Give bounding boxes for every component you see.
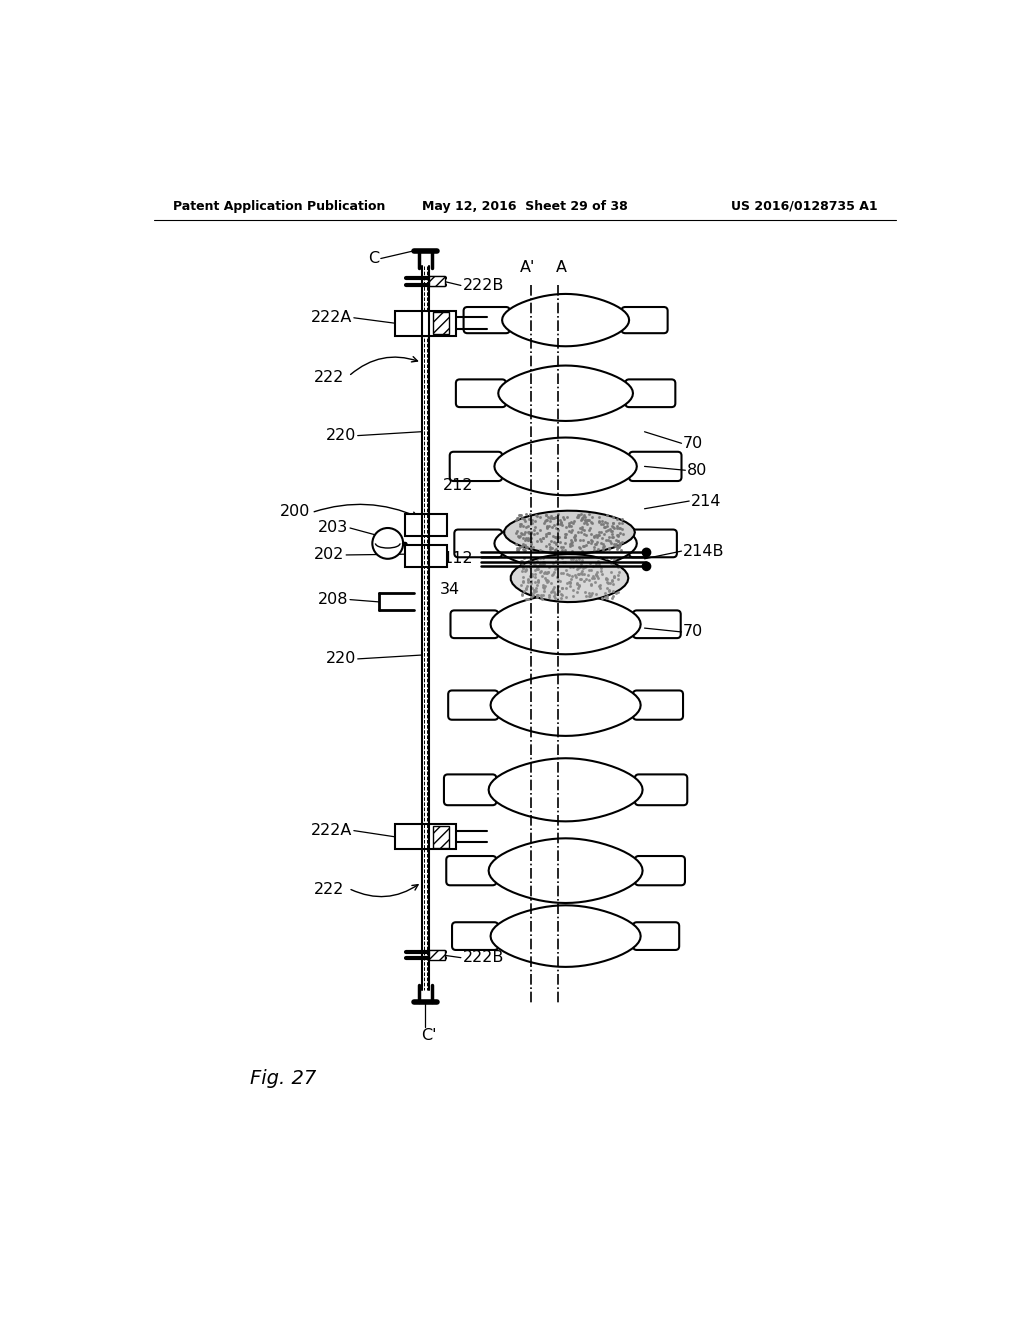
Polygon shape <box>502 294 629 346</box>
FancyBboxPatch shape <box>444 775 497 805</box>
Polygon shape <box>504 511 635 554</box>
FancyBboxPatch shape <box>622 308 668 333</box>
Text: 202: 202 <box>314 548 345 562</box>
Circle shape <box>373 528 403 558</box>
Text: 212: 212 <box>442 478 473 494</box>
FancyBboxPatch shape <box>633 923 679 950</box>
Text: 80: 80 <box>687 463 708 478</box>
Text: A': A' <box>519 260 535 276</box>
Text: 220: 220 <box>326 651 356 667</box>
Circle shape <box>643 562 650 570</box>
Polygon shape <box>490 675 641 737</box>
Polygon shape <box>488 838 643 903</box>
FancyBboxPatch shape <box>449 690 499 719</box>
Text: 222B: 222B <box>463 279 504 293</box>
Text: 200: 200 <box>280 503 310 519</box>
Polygon shape <box>499 366 633 421</box>
Bar <box>394 825 457 849</box>
FancyBboxPatch shape <box>455 529 502 557</box>
Polygon shape <box>495 437 637 495</box>
FancyBboxPatch shape <box>626 379 676 407</box>
Bar <box>404 545 447 566</box>
FancyBboxPatch shape <box>456 379 506 407</box>
Bar <box>394 312 457 335</box>
Text: 214B: 214B <box>683 544 725 558</box>
FancyBboxPatch shape <box>635 775 687 805</box>
Text: 222: 222 <box>314 882 345 898</box>
Text: 214: 214 <box>691 494 721 508</box>
FancyBboxPatch shape <box>629 451 682 480</box>
Polygon shape <box>495 516 637 570</box>
FancyBboxPatch shape <box>451 610 499 638</box>
Bar <box>433 826 449 847</box>
Bar <box>404 515 447 536</box>
Text: 70: 70 <box>683 436 703 451</box>
Polygon shape <box>511 554 629 602</box>
Text: US 2016/0128735 A1: US 2016/0128735 A1 <box>731 199 878 213</box>
Text: A: A <box>556 260 567 276</box>
Text: C': C' <box>422 1028 437 1044</box>
FancyBboxPatch shape <box>450 451 502 480</box>
Text: 220: 220 <box>326 428 356 444</box>
FancyBboxPatch shape <box>629 529 677 557</box>
Polygon shape <box>490 906 641 966</box>
Text: 203: 203 <box>318 520 348 536</box>
Bar <box>433 313 449 334</box>
Text: C: C <box>369 251 379 267</box>
FancyBboxPatch shape <box>446 855 497 886</box>
Text: 222A: 222A <box>311 824 352 838</box>
Text: 222B: 222B <box>463 950 504 965</box>
Text: 70: 70 <box>683 624 703 639</box>
Text: Patent Application Publication: Patent Application Publication <box>173 199 385 213</box>
Text: 34: 34 <box>439 582 460 597</box>
Text: 222A: 222A <box>311 310 352 325</box>
Bar <box>429 276 444 286</box>
Circle shape <box>643 549 650 556</box>
FancyBboxPatch shape <box>452 923 499 950</box>
FancyBboxPatch shape <box>464 308 510 333</box>
FancyBboxPatch shape <box>633 610 681 638</box>
Text: 222: 222 <box>314 371 345 385</box>
Text: 208: 208 <box>318 593 348 607</box>
Text: 112: 112 <box>442 552 473 566</box>
Bar <box>429 950 444 960</box>
Polygon shape <box>490 594 641 655</box>
FancyBboxPatch shape <box>635 855 685 886</box>
Text: May 12, 2016  Sheet 29 of 38: May 12, 2016 Sheet 29 of 38 <box>422 199 628 213</box>
Text: Fig. 27: Fig. 27 <box>250 1069 316 1088</box>
Polygon shape <box>488 758 643 821</box>
FancyBboxPatch shape <box>633 690 683 719</box>
